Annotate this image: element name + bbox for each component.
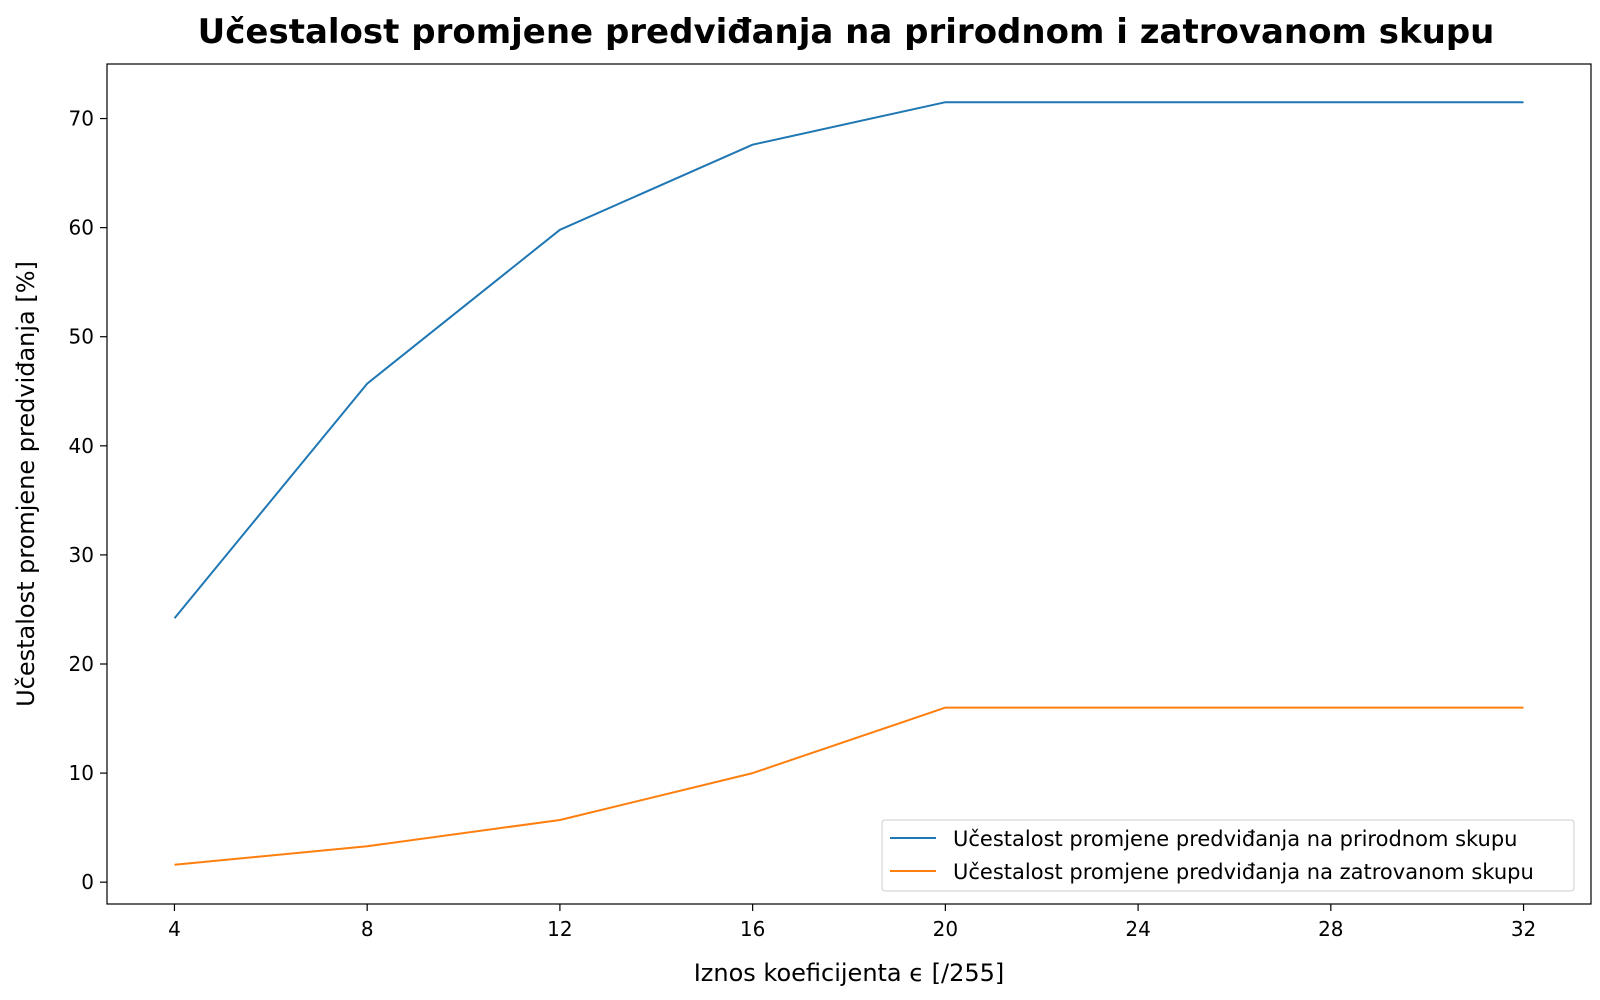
y-tick-label: 10 bbox=[69, 761, 94, 785]
series-lines bbox=[173, 101, 1524, 866]
x-tick-label: 4 bbox=[168, 917, 181, 941]
y-tick-label: 0 bbox=[81, 870, 94, 894]
legend-box bbox=[881, 819, 1575, 892]
x-axis-label: Iznos koeficijenta ϵ [/255] bbox=[694, 959, 1005, 987]
x-tick-label: 32 bbox=[1511, 917, 1536, 941]
y-tick-label: 70 bbox=[69, 107, 94, 131]
x-tick-label: 12 bbox=[547, 917, 572, 941]
y-tick-label: 60 bbox=[69, 216, 94, 240]
plot-frame bbox=[106, 63, 1592, 905]
chart-title: Učestalost promjene predviđanja na priro… bbox=[198, 12, 1495, 52]
legend: Učestalost promjene predviđanja na priro… bbox=[881, 819, 1575, 892]
axis-ticks: 4 8 12 16 20 24 28 32 0 10 20 30 40 50 60 70 bbox=[69, 107, 1537, 941]
y-axis-label: Učestalost promjene predviđanja [%] bbox=[12, 261, 40, 707]
x-tick-label: 20 bbox=[933, 917, 958, 941]
y-tick-label: 40 bbox=[69, 434, 94, 458]
legend-label-poisoned: Učestalost promjene predviđanja na zatro… bbox=[953, 860, 1534, 884]
x-tick-label: 16 bbox=[740, 917, 765, 941]
y-tick-label: 50 bbox=[69, 325, 94, 349]
x-tick-label: 28 bbox=[1318, 917, 1343, 941]
series-line-natural bbox=[173, 101, 1524, 619]
y-tick-label: 20 bbox=[69, 652, 94, 676]
y-tick-label: 30 bbox=[69, 543, 94, 567]
legend-label-natural: Učestalost promjene predviđanja na priro… bbox=[953, 827, 1517, 851]
x-tick-label: 8 bbox=[361, 917, 374, 941]
series-line-poisoned bbox=[174, 706, 1524, 866]
x-tick-label: 24 bbox=[1125, 917, 1150, 941]
